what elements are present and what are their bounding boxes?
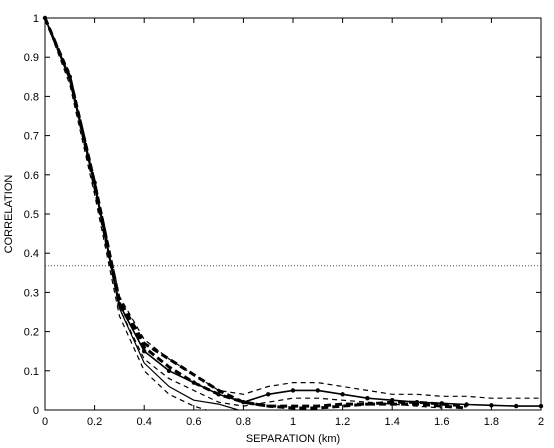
data-point xyxy=(290,388,296,393)
x-tick-label: 1 xyxy=(290,416,296,428)
y-axis-label: CORRELATION xyxy=(3,175,15,254)
y-tick-label: 0.9 xyxy=(24,52,39,64)
series-line-4 xyxy=(43,17,467,410)
x-tick-label: 0 xyxy=(42,416,48,428)
x-tick-label: 1.6 xyxy=(434,416,449,428)
y-tick-label: 1 xyxy=(33,13,39,25)
y-tick-label: 0.7 xyxy=(24,131,39,143)
plot-frame xyxy=(44,17,542,411)
x-tick-label: 0.6 xyxy=(186,416,201,428)
data-point xyxy=(315,388,320,393)
x-tick-label: 1.4 xyxy=(385,416,400,428)
x-tick-label: 0.4 xyxy=(137,416,152,428)
series-line-1 xyxy=(44,17,541,407)
y-tick-label: 0 xyxy=(33,405,39,417)
x-tick-label: 1.8 xyxy=(484,416,499,428)
x-tick-label: 2 xyxy=(538,416,544,428)
series-line-2 xyxy=(44,17,239,411)
data-point xyxy=(166,368,172,373)
y-tick-label: 0.8 xyxy=(24,91,39,103)
data-point xyxy=(340,392,345,397)
data-point xyxy=(142,349,147,354)
y-tick-label: 0.3 xyxy=(24,287,39,299)
x-tick-label: 0.2 xyxy=(87,416,102,428)
x-tick-label: 0.8 xyxy=(236,416,251,428)
series-line-5 xyxy=(44,17,541,399)
x-axis-label: SEPARATION (km) xyxy=(246,433,340,445)
y-tick-label: 0.4 xyxy=(24,248,39,260)
series-line-6 xyxy=(44,17,442,409)
y-tick-label: 0.1 xyxy=(24,366,39,378)
data-point xyxy=(266,392,271,397)
series-line-3 xyxy=(43,17,467,410)
data-point xyxy=(365,396,370,401)
y-tick-label: 0.6 xyxy=(24,170,39,182)
data-point xyxy=(514,403,519,409)
x-tick-label: 1.2 xyxy=(335,416,350,428)
y-tick-label: 0.5 xyxy=(24,209,39,221)
series-line-7 xyxy=(44,17,207,411)
y-tick-label: 0.2 xyxy=(24,327,39,339)
